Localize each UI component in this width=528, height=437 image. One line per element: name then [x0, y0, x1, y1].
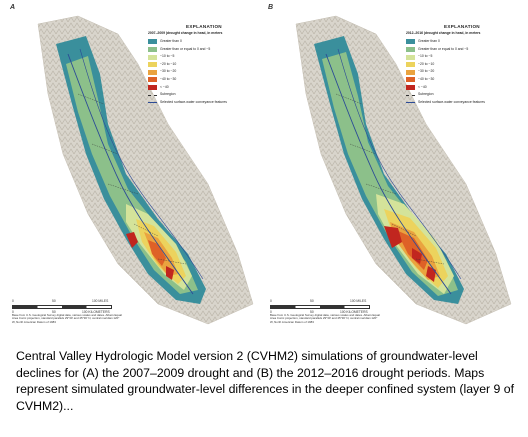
scale-tick: 50	[310, 299, 314, 303]
central-valley-map-a	[37, 15, 254, 325]
legend-swatch	[406, 39, 415, 45]
panel-letter: B	[268, 4, 274, 11]
surface-water-conveyance	[325, 53, 452, 295]
legend-item-label: −20 to −10	[160, 61, 177, 66]
scale-tick: 100 KILOMETERS	[82, 310, 110, 314]
legend-swatch	[148, 62, 157, 68]
base-map-credit: Base from U.S. Geological Survey digital…	[12, 313, 122, 324]
legend-swatch	[406, 69, 415, 75]
scale-graphic	[270, 305, 370, 309]
valley-zone-less-than-minus-40	[126, 232, 174, 280]
map-panel-a: A EXPLANATION 2007–2009 (drought change …	[8, 4, 262, 334]
legend-item-label: −10 to −5	[418, 54, 433, 59]
legend-stream-row: Selected surface-water conveyance featur…	[406, 99, 518, 107]
legend-swatch	[406, 77, 415, 83]
legend-item: < −40	[406, 84, 518, 92]
legend-item: −20 to −10	[148, 61, 260, 69]
scale-tick: 0	[12, 310, 14, 314]
legend-item: −30 to −20	[148, 69, 260, 77]
scale-tick: 100 MILES	[350, 299, 367, 303]
map-legend: EXPLANATION 2007–2009 (drought change in…	[148, 24, 260, 107]
legend-heading: EXPLANATION	[186, 24, 222, 29]
legend-item: −10 to −5	[148, 53, 260, 61]
legend-boundary-row: Subregion	[148, 91, 260, 99]
legend-items: Greater than 0 Greater than or equal to 0…	[148, 38, 260, 91]
scale-graphic	[12, 305, 112, 309]
surface-water-conveyance	[67, 53, 194, 295]
scale-bar: 0 50 100 MILES 0 50 100 KILOMETERS	[12, 299, 112, 315]
base-map-credit: Base from U.S. Geological Survey digital…	[270, 313, 380, 324]
scale-bar: 0 50 100 MILES 0 50 100 KILOMETERS	[270, 299, 370, 315]
legend-item-label: −10 to −5	[160, 54, 175, 59]
surface-water-conveyance-2	[337, 48, 462, 280]
legend-boundary-label: Subregion	[160, 92, 176, 97]
scale-tick: 0	[270, 299, 272, 303]
legend-swatch	[406, 47, 415, 53]
legend-item: Greater than 0	[148, 38, 260, 46]
valley-zone-0-to-minus-5	[66, 56, 198, 294]
legend-item: −10 to −5	[406, 53, 518, 61]
legend-item: −30 to −20	[406, 69, 518, 77]
map-panel-b: B EXPLANATION 2012–2016 (drought change …	[266, 4, 520, 334]
legend-swatch	[148, 85, 157, 91]
legend-swatch	[406, 62, 415, 68]
scale-tick: 100 MILES	[92, 299, 109, 303]
scale-tick: 50	[52, 310, 56, 314]
legend-swatch	[148, 77, 157, 83]
scale-tick: 50	[310, 310, 314, 314]
figure-caption: Central Valley Hydrologic Model version …	[16, 349, 515, 413]
legend-swatch	[148, 39, 157, 45]
legend-item: −40 to −30	[148, 76, 260, 84]
legend-subheading: 2012–2016 (drought change in head, in me…	[406, 31, 481, 36]
scale-tick: 50	[52, 299, 56, 303]
legend-item-label: −30 to −20	[160, 69, 177, 74]
legend-item-label: Greater than 0	[160, 39, 182, 44]
legend-item: Greater than or equal to 0 and −5	[148, 46, 260, 54]
panel-letter: A	[10, 4, 16, 11]
legend-item-label: −20 to −10	[418, 61, 435, 66]
legend-item-label: Greater than 0	[418, 39, 440, 44]
legend-item-label: < −40	[418, 84, 427, 89]
legend-item-label: < −40	[160, 84, 169, 89]
legend-item: Greater than 0	[406, 38, 518, 46]
surface-water-conveyance-2	[79, 48, 204, 280]
scale-tick: 0	[12, 299, 14, 303]
legend-item-label: Greater than or equal to 0 and −5	[160, 46, 211, 51]
legend-swatch	[148, 69, 157, 75]
legend-heading: EXPLANATION	[444, 24, 480, 29]
valley-zone-less-than-minus-40	[384, 226, 436, 282]
scale-tick: 100 KILOMETERS	[340, 310, 368, 314]
legend-item-label: −40 to −30	[418, 77, 435, 81]
legend-swatch	[406, 54, 415, 60]
legend-swatch	[148, 54, 157, 60]
legend-subheading: 2007–2009 (drought change in head, in me…	[148, 31, 223, 36]
map-legend: EXPLANATION 2012–2016 (drought change in…	[406, 24, 518, 107]
legend-boundary-label: Subregion	[418, 92, 434, 97]
legend-items: Greater than 0 Greater than or equal to 0…	[406, 38, 518, 91]
legend-item: < −40	[148, 84, 260, 92]
legend-stream-label: Selected surface-water conveyance featur…	[160, 99, 227, 104]
legend-item: −20 to −10	[406, 61, 518, 69]
legend-stream-row: Selected surface-water conveyance featur…	[148, 99, 260, 107]
legend-item-label: −40 to −30	[160, 77, 177, 81]
legend-item: −40 to −30	[406, 76, 518, 84]
legend-item: Greater than or equal to 0 and −5	[406, 46, 518, 54]
legend-stream-label: Selected surface-water conveyance featur…	[418, 99, 485, 104]
legend-item-label: −30 to −20	[418, 69, 435, 74]
legend-swatch	[148, 47, 157, 53]
legend-item-label: Greater than or equal to 0 and −5	[418, 46, 469, 51]
scale-tick: 0	[270, 310, 272, 314]
legend-boundary-row: Subregion	[406, 91, 518, 99]
central-valley-map-b	[295, 15, 512, 325]
legend-swatch	[406, 85, 415, 91]
